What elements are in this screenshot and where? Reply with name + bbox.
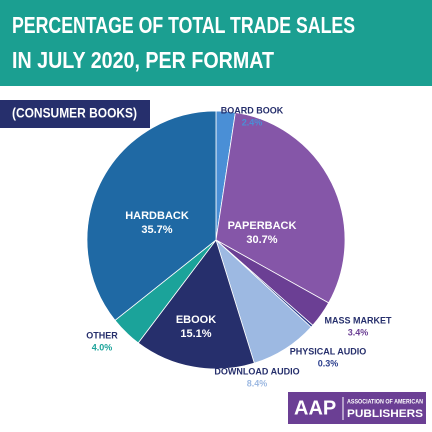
slice-value-label: 3.4%	[348, 327, 369, 337]
subtitle-band	[0, 100, 150, 128]
slice-value-label: 4.0%	[92, 342, 113, 352]
labels: BOARD BOOK 2.4% PAPERBACK 30.7% MASS MARKET 3…	[86, 105, 392, 388]
slice-name: DOWNLOAD AUDIO	[214, 366, 299, 376]
pie-slice	[215, 112, 346, 304]
slice-name: EBOOK	[176, 314, 216, 326]
slice-name: HARDBACK	[125, 210, 189, 222]
slice-value-label: 0.3%	[318, 358, 339, 368]
logo-box	[288, 392, 426, 424]
pie	[86, 110, 346, 370]
chart-subtitle: (CONSUMER BOOKS)	[12, 105, 137, 121]
chart-title: IN JULY 2020, PER FORMAT	[12, 47, 274, 73]
logo-abbr: AAP	[294, 397, 336, 419]
slice-value-label: 2.4%	[242, 117, 263, 127]
logo-line: ASSOCIATION OF AMERICAN	[347, 399, 423, 406]
slice-name: PAPERBACK	[228, 220, 297, 232]
slice-value-label: 30.7%	[246, 234, 277, 246]
chart-title: PERCENTAGE OF TOTAL TRADE SALES	[12, 12, 355, 38]
slice-value-label: 15.1%	[180, 328, 211, 340]
slice-value-label: 35.7%	[141, 224, 172, 236]
slice-name: MASS MARKET	[325, 315, 393, 325]
slice-name: BOARD BOOK	[221, 105, 284, 115]
pie-slice	[137, 239, 255, 370]
pie-slice	[86, 110, 217, 321]
slice-name: PHYSICAL AUDIO	[290, 346, 367, 356]
slice-value-label: 8.4%	[247, 378, 268, 388]
slice-name: OTHER	[86, 330, 118, 340]
header-band	[0, 0, 432, 86]
logo-line: PUBLISHERS	[347, 408, 423, 420]
